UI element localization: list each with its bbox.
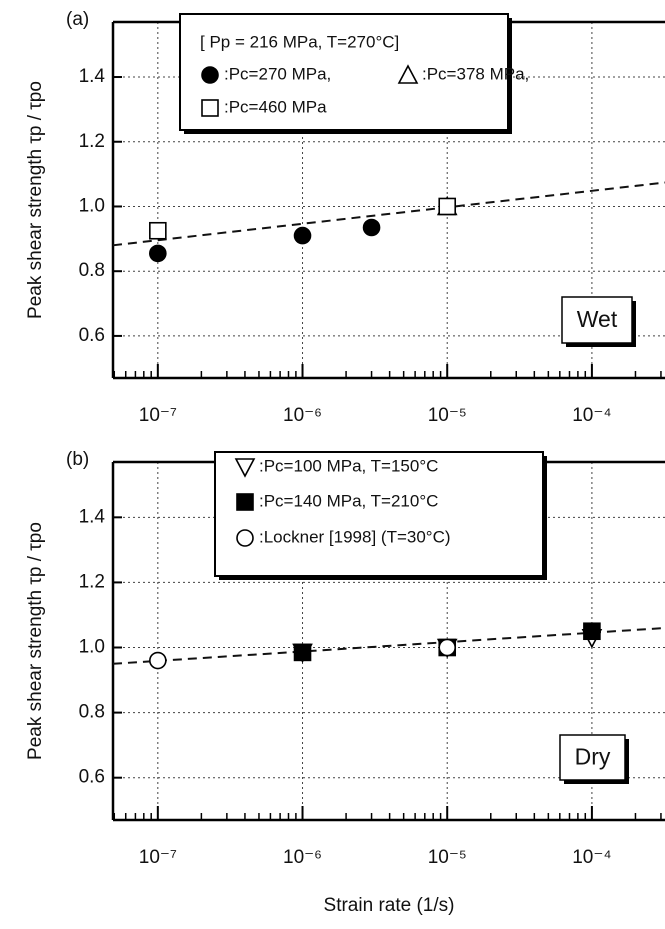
data-point [438, 197, 457, 216]
data-point [583, 622, 601, 641]
y-tick-label: 0.8 [79, 702, 105, 723]
y-tick-label: 1.0 [79, 195, 105, 216]
x-tick-label: 10⁻⁷ [139, 405, 177, 426]
data-point [438, 638, 457, 657]
data-point [293, 226, 312, 245]
y-tick-label: 1.2 [79, 131, 105, 152]
legend-label: :Pc=270 MPa, [224, 64, 331, 83]
fit-line [112, 181, 665, 247]
y-tick-label: 1.4 [79, 66, 106, 87]
annotation: Dry [575, 744, 611, 770]
fit-line [112, 626, 665, 665]
y-tick-label: 1.2 [79, 571, 105, 592]
y-axis-label: Peak shear strength τp / τpo [25, 81, 46, 319]
legend-title: [ Pp = 216 MPa, T=270°C] [200, 32, 399, 51]
legend-marker [201, 66, 219, 84]
legend-marker [234, 458, 256, 478]
legend-label: :Lockner [1998] (T=30°C) [259, 527, 451, 546]
legend-marker [236, 529, 254, 547]
x-axis-label: Strain rate (1/s) [324, 895, 455, 916]
y-tick-label: 0.6 [79, 325, 105, 346]
data-point [293, 643, 312, 662]
legend-label: :Pc=378 MPa, [422, 64, 529, 83]
legend [214, 451, 544, 577]
legend [179, 13, 509, 131]
x-tick-label: 10⁻⁵ [428, 847, 467, 868]
x-tick-label: 10⁻⁷ [139, 847, 177, 868]
panel-label: (a) [66, 9, 89, 30]
legend-label: :Pc=460 MPa [224, 97, 327, 116]
annotation-box [559, 734, 626, 781]
x-tick-label: 10⁻⁴ [572, 847, 611, 868]
y-tick-label: 1.4 [79, 506, 106, 527]
x-tick-label: 10⁻⁶ [283, 405, 322, 426]
data-point [362, 218, 381, 237]
legend-marker [201, 99, 219, 117]
legend-marker [236, 493, 254, 511]
y-axis-label: Peak shear strength τp / τpo [25, 522, 46, 760]
annotation-box [561, 296, 633, 344]
legend-label: :Pc=100 MPa, T=150°C [259, 456, 438, 475]
data-point [149, 221, 167, 240]
y-tick-label: 0.6 [79, 767, 105, 788]
annotation: Wet [577, 306, 618, 332]
legend-marker [397, 64, 419, 84]
x-tick-label: 10⁻⁵ [428, 405, 467, 426]
panel-label: (b) [66, 449, 89, 470]
data-point [149, 651, 167, 670]
legend-label: :Pc=140 MPa, T=210°C [259, 491, 438, 510]
x-tick-label: 10⁻⁶ [283, 847, 322, 868]
x-tick-label: 10⁻⁴ [572, 405, 611, 426]
y-tick-label: 1.0 [79, 637, 105, 658]
y-tick-label: 0.8 [79, 260, 105, 281]
data-point [149, 244, 167, 263]
